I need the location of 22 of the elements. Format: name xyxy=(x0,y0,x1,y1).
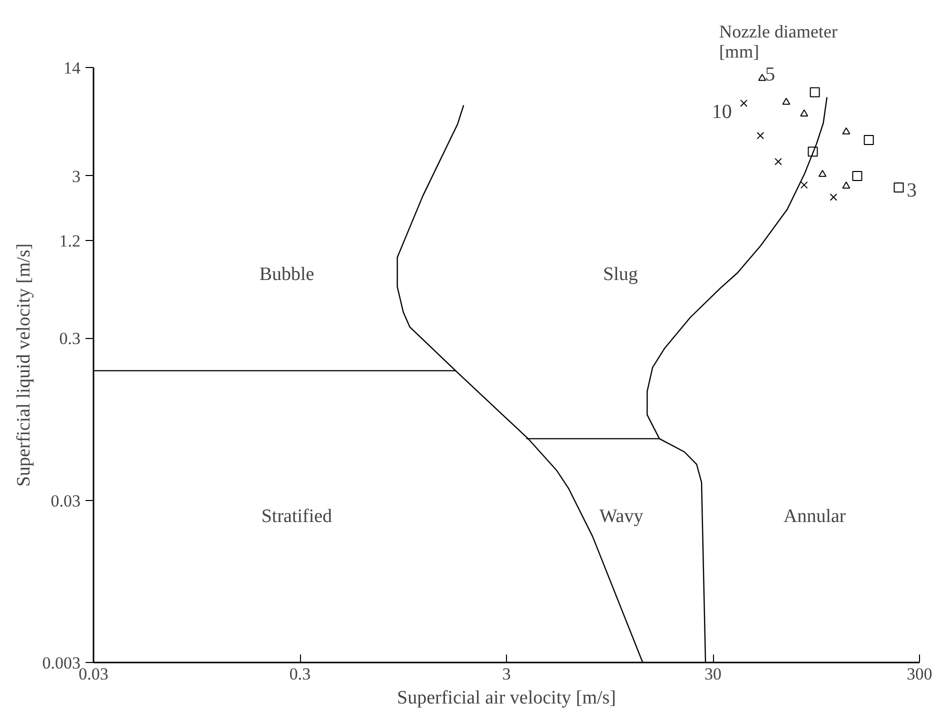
y-tick-label: 0.3 xyxy=(59,329,80,348)
x-tick-label: 3 xyxy=(502,664,511,684)
x-tick-label: 30 xyxy=(704,664,722,684)
y-tick-label: 3 xyxy=(72,166,80,186)
x-tick-label: 0.03 xyxy=(78,664,108,684)
y-tick-label: 0.03 xyxy=(50,491,80,510)
annotation: Slug xyxy=(603,264,638,286)
annotation: Bubble xyxy=(259,264,314,286)
x-tick-label: 0.3 xyxy=(289,664,311,684)
x-axis-title: Superficial air velocity [m/s] xyxy=(397,688,616,708)
series-label: 10 xyxy=(712,101,732,124)
legend-title: Nozzle diameter [mm] xyxy=(719,22,838,62)
series-label: 5 xyxy=(765,63,776,86)
y-axis-title: Superficial liquid velocity [m/s] xyxy=(13,243,34,487)
y-tick-label: 0.003 xyxy=(42,654,80,672)
y-tick-label: 14 xyxy=(64,58,81,78)
annotation: Stratified xyxy=(261,506,333,528)
annotation: Wavy xyxy=(599,506,644,528)
annotation: Annular xyxy=(783,506,846,528)
y-tick-label: 1.2 xyxy=(59,232,80,251)
x-tick-label: 300 xyxy=(906,664,932,684)
series-label: 3 xyxy=(906,179,917,202)
